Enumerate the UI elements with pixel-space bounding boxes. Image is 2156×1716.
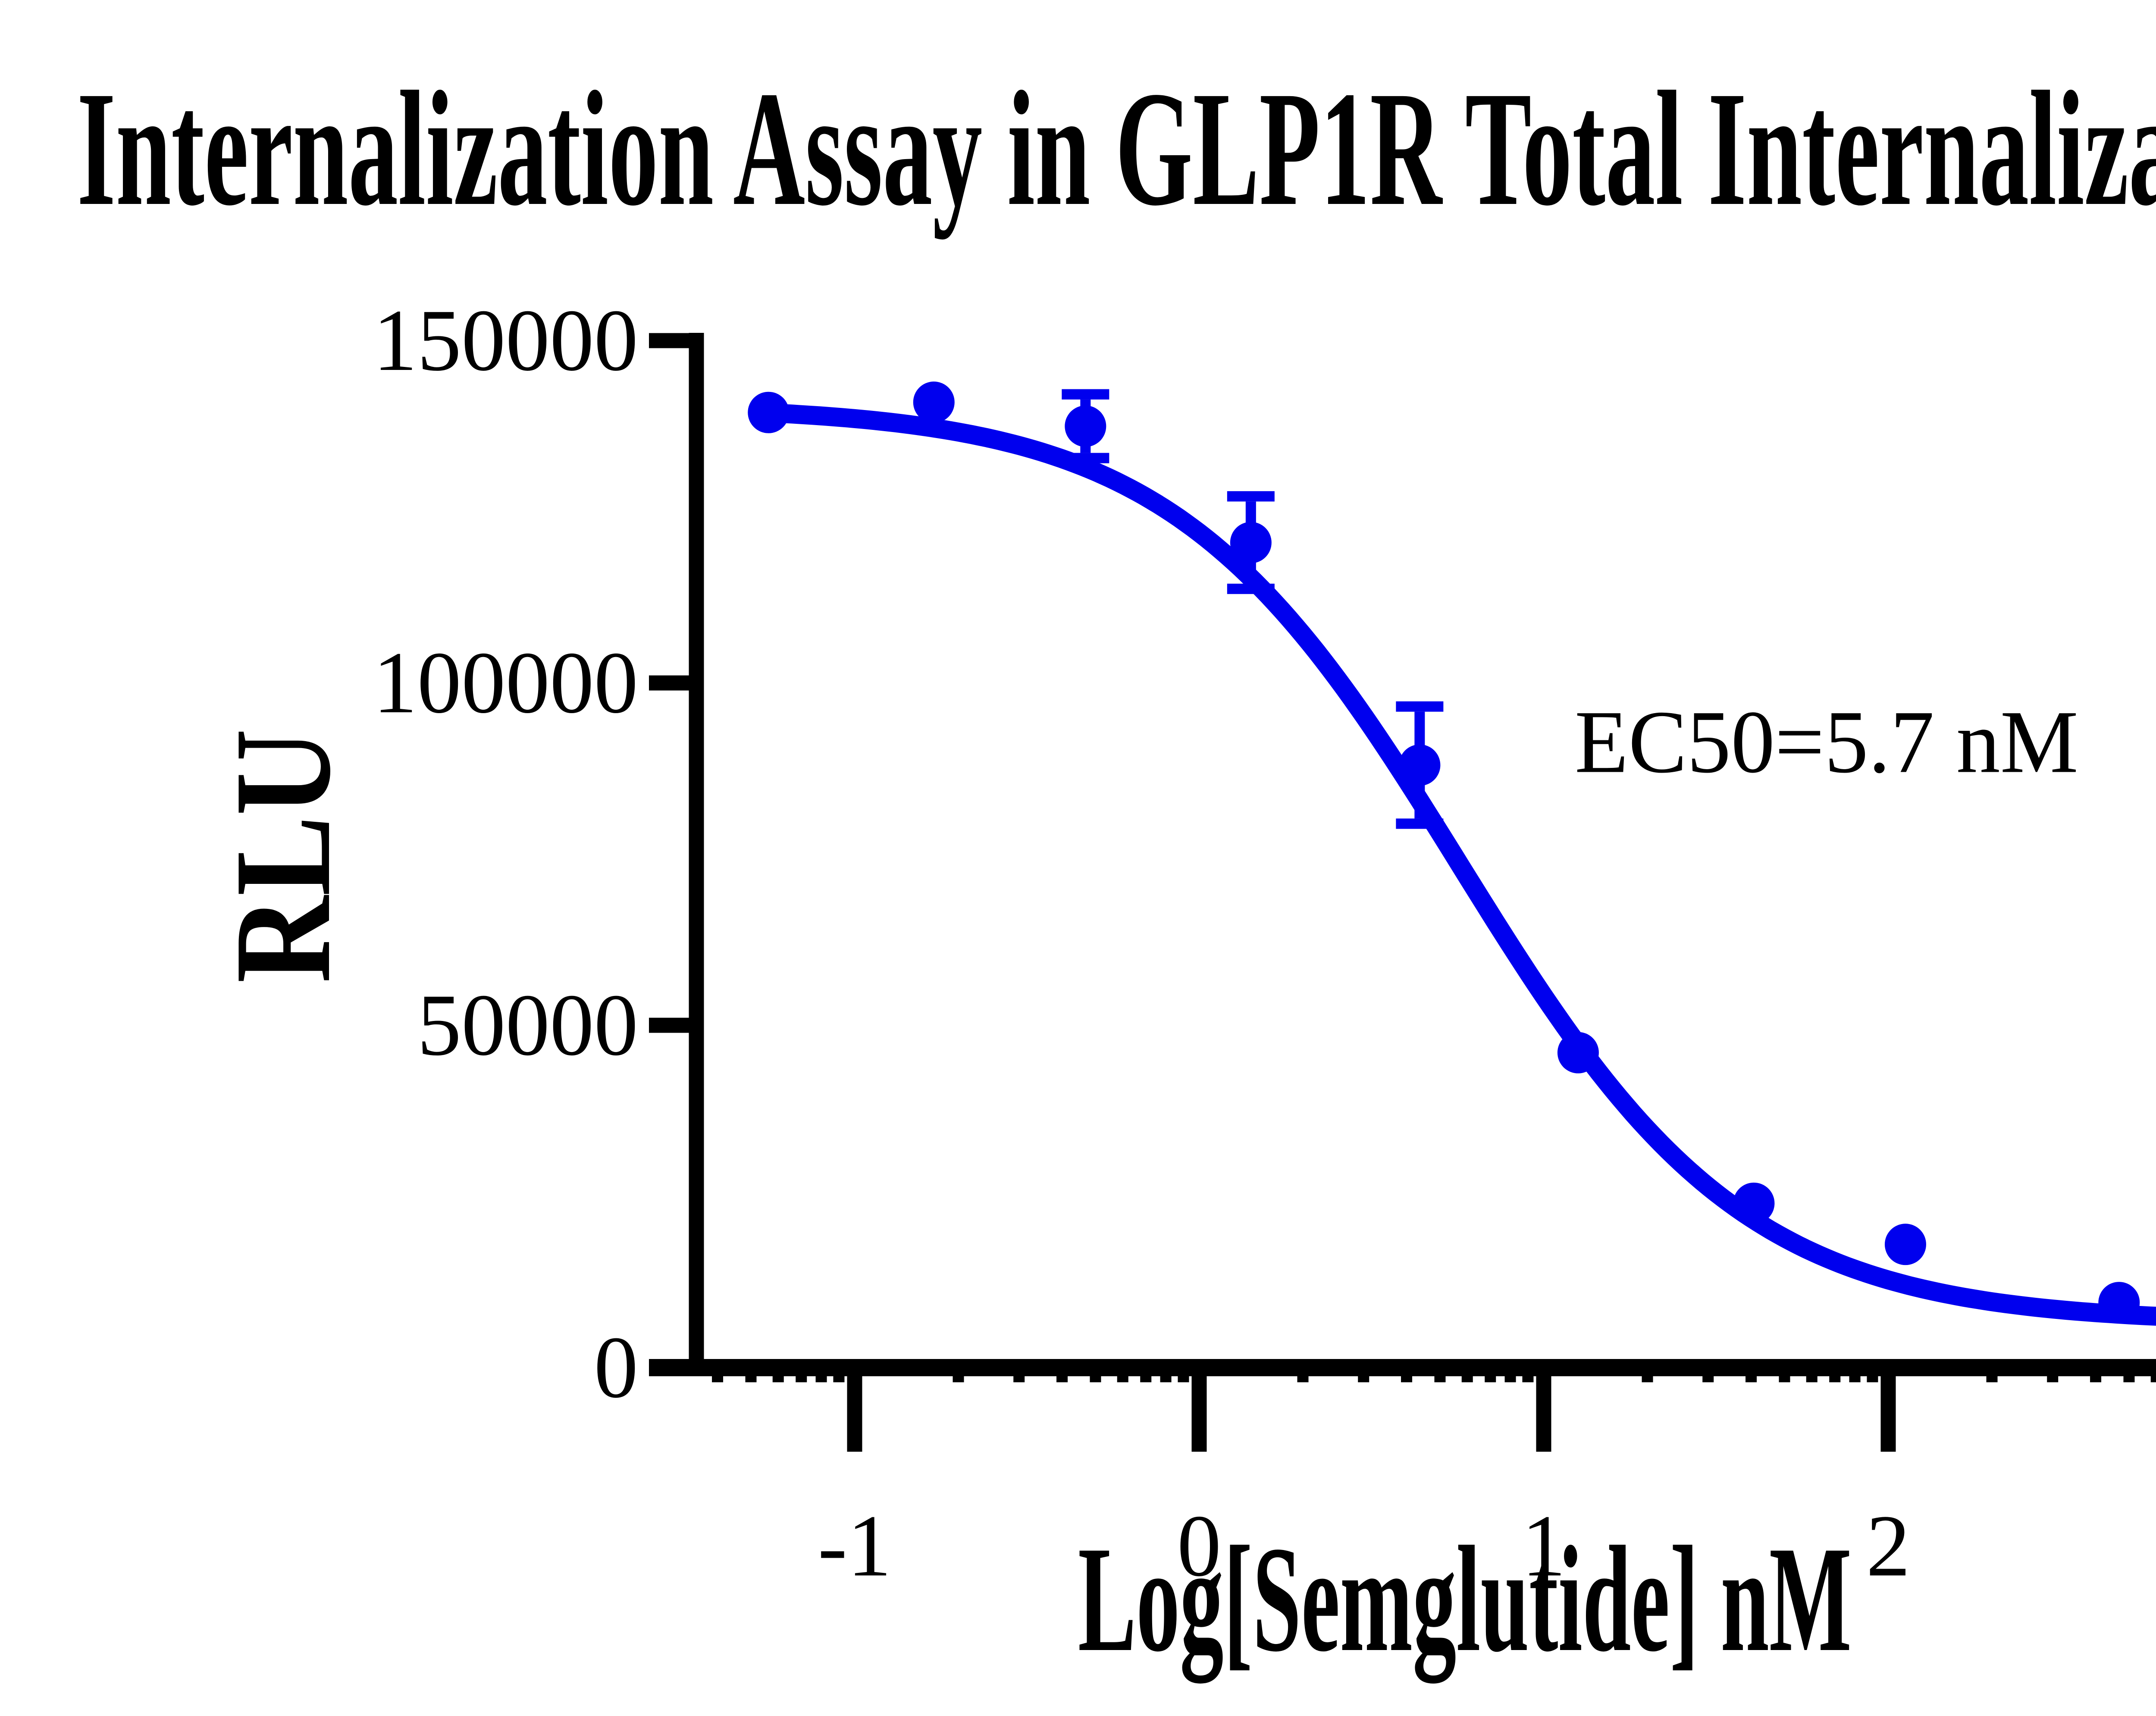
data-point	[2098, 1282, 2140, 1324]
data-point	[748, 391, 790, 433]
x-major-tick	[1880, 1376, 1896, 1452]
x-minor-tick	[1779, 1376, 1790, 1382]
data-point	[913, 381, 955, 423]
fit-curve	[755, 403, 2156, 1326]
x-major-tick	[1536, 1376, 1551, 1452]
x-major-tick	[847, 1376, 862, 1452]
x-minor-tick	[1806, 1376, 1818, 1382]
x-minor-tick	[2123, 1376, 2135, 1382]
error-bar-cap	[1396, 701, 1444, 712]
x-minor-tick	[1745, 1376, 1757, 1382]
y-tick-label: 150000	[373, 291, 638, 389]
y-axis-title: RLU	[207, 729, 359, 983]
x-tick-label: -1	[818, 1497, 892, 1595]
x-tick-label: 2	[1866, 1497, 1911, 1595]
x-minor-tick	[1702, 1376, 1714, 1382]
data-point	[1733, 1182, 1775, 1224]
x-minor-tick	[1642, 1376, 1653, 1382]
data-points	[748, 381, 2140, 1324]
y-tick-label: 100000	[373, 634, 638, 732]
x-minor-tick	[1297, 1376, 1309, 1382]
y-major-tick	[649, 1018, 689, 1033]
x-minor-tick	[772, 1376, 784, 1382]
x-minor-tick	[796, 1376, 807, 1382]
x-minor-tick	[2047, 1376, 2059, 1382]
x-minor-tick	[1358, 1376, 1369, 1382]
x-minor-tick	[1485, 1376, 1496, 1382]
x-tick-label: 1	[1522, 1497, 1566, 1595]
x-minor-tick	[1829, 1376, 1841, 1382]
x-minor-tick	[1013, 1376, 1025, 1382]
y-major-tick	[649, 675, 689, 691]
x-minor-tick	[1401, 1376, 1413, 1382]
y-axis	[649, 333, 704, 1376]
x-minor-ticks	[712, 1376, 2156, 1382]
data-point	[1557, 1032, 1599, 1074]
x-minor-tick	[1434, 1376, 1446, 1382]
x-minor-tick	[833, 1376, 845, 1382]
x-minor-tick	[1160, 1376, 1172, 1382]
x-axis-title: Log[Semglutide] nM	[1078, 1515, 1852, 1686]
x-axis	[649, 1359, 2156, 1452]
ec50-annotation: EC50=5.7 nM	[1575, 692, 2078, 791]
data-point	[1230, 522, 1272, 564]
x-minor-tick	[712, 1376, 724, 1382]
y-tick-labels: 0 50000 100000 150000	[373, 291, 638, 1416]
x-minor-tick	[1986, 1376, 1998, 1382]
y-tick-label: 0	[594, 1318, 639, 1416]
chart-title: Internalization Assay in GLP1R Total Int…	[77, 57, 2156, 240]
x-minor-tick	[1178, 1376, 1189, 1382]
x-minor-tick	[1522, 1376, 1534, 1382]
x-tick-label: 0	[1177, 1497, 1222, 1595]
x-minor-tick	[953, 1376, 964, 1382]
error-bar-cap	[1227, 491, 1275, 502]
x-minor-tick	[1090, 1376, 1101, 1382]
data-point	[1065, 405, 1106, 447]
y-major-tick	[649, 333, 689, 348]
x-tick-labels: -10123	[818, 1497, 1911, 1595]
error-bar-cap	[1062, 389, 1109, 400]
y-tick-label: 50000	[417, 976, 639, 1074]
y-axis-line	[689, 333, 704, 1376]
x-major-tick	[1191, 1376, 1207, 1452]
x-axis-line	[649, 1359, 2156, 1376]
x-minor-tick	[745, 1376, 757, 1382]
x-minor-tick	[1867, 1376, 1878, 1382]
x-minor-tick	[1056, 1376, 1068, 1382]
data-point	[1884, 1224, 1926, 1265]
x-minor-tick	[1849, 1376, 1861, 1382]
x-minor-tick	[1504, 1376, 1516, 1382]
x-minor-tick	[1461, 1376, 1473, 1382]
x-minor-tick	[2090, 1376, 2102, 1382]
x-minor-tick	[1117, 1376, 1128, 1382]
data-point	[1399, 744, 1441, 786]
x-minor-tick	[2150, 1376, 2156, 1382]
x-minor-tick	[1140, 1376, 1152, 1382]
x-minor-tick	[815, 1376, 827, 1382]
